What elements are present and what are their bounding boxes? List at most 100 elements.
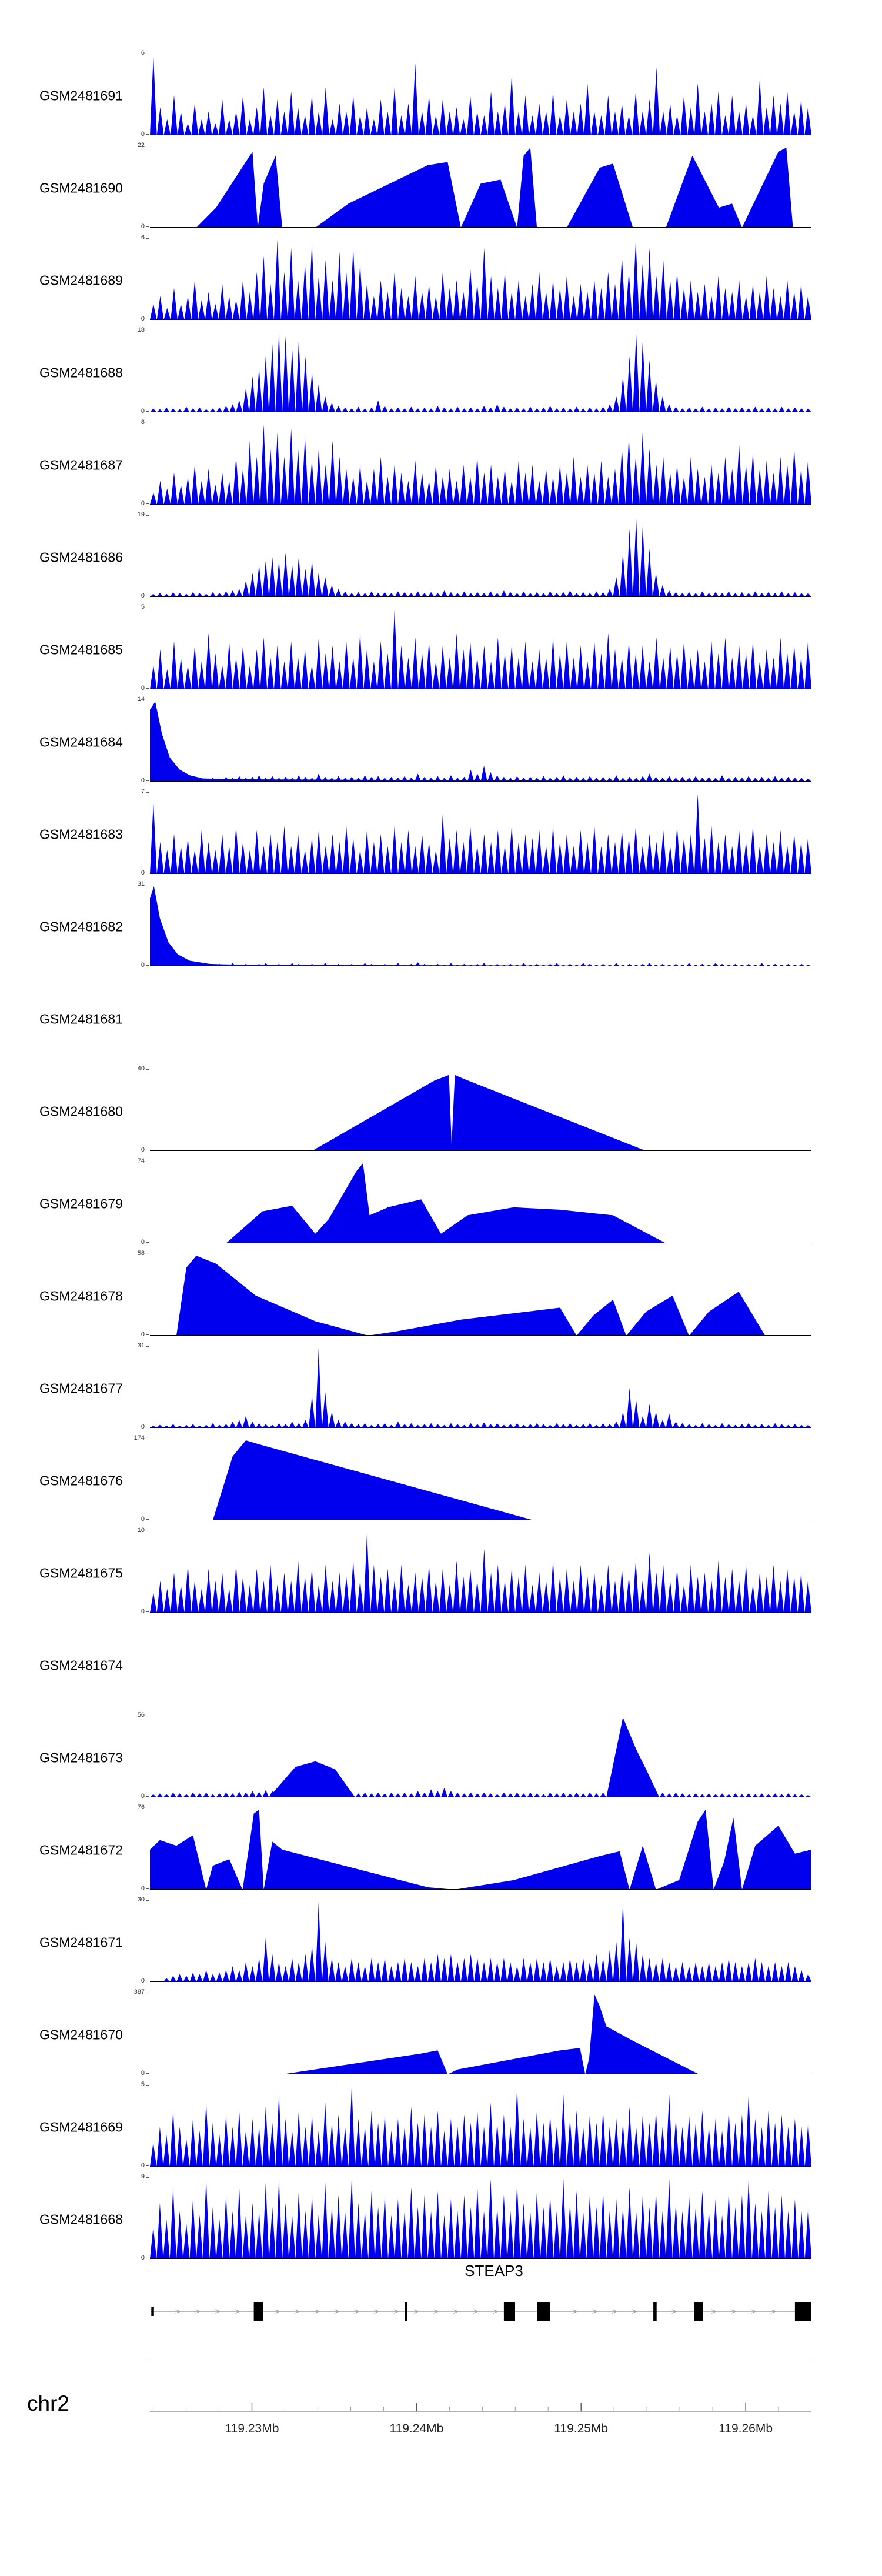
y-axis-zero-label: 0 bbox=[141, 1608, 145, 1615]
coverage-plot bbox=[150, 2087, 811, 2167]
track-label: GSM2481668 bbox=[39, 2211, 123, 2227]
y-axis-tick bbox=[146, 2177, 149, 2178]
exon bbox=[253, 2302, 263, 2321]
strand-arrow-icon: > bbox=[354, 2307, 359, 2317]
track-label: GSM2481675 bbox=[39, 1565, 123, 1580]
coverage-plot bbox=[150, 1075, 811, 1151]
y-axis-tick bbox=[146, 1796, 149, 1797]
strand-arrow-icon: > bbox=[275, 2307, 280, 2317]
coverage-plot bbox=[150, 1440, 811, 1520]
track-row: GSM2481672 76 0 bbox=[0, 1804, 882, 1896]
track-label: GSM2481682 bbox=[39, 919, 123, 934]
strand-arrow-icon: > bbox=[711, 2307, 716, 2317]
track-row: GSM2481686 19 0 bbox=[0, 511, 882, 603]
strand-arrow-icon: > bbox=[473, 2307, 478, 2317]
y-axis-tick bbox=[146, 1069, 149, 1070]
y-axis-max-label: 31 bbox=[137, 880, 145, 887]
coverage-area bbox=[150, 1256, 811, 1336]
y-axis-max-label: 387 bbox=[133, 1988, 145, 1996]
track-row: GSM2481677 31 0 bbox=[0, 1342, 882, 1434]
y-axis-max-label: 31 bbox=[137, 1342, 145, 1349]
y-axis-zero-label: 0 bbox=[141, 408, 145, 415]
strand-arrow-icon: > bbox=[592, 2307, 597, 2317]
track-row: GSM2481683 7 0 bbox=[0, 788, 882, 880]
track-label: GSM2481684 bbox=[39, 734, 123, 749]
y-axis-tick bbox=[146, 503, 149, 504]
y-axis-max-label: 56 bbox=[137, 1711, 145, 1719]
track-label: GSM2481669 bbox=[39, 2119, 123, 2134]
y-axis-max-label: 30 bbox=[137, 1896, 145, 1903]
exon bbox=[794, 2302, 811, 2321]
chromosome-label: chr2 bbox=[27, 2391, 69, 2415]
strand-arrow-icon: > bbox=[334, 2307, 339, 2317]
y-axis-zero-label: 0 bbox=[141, 131, 145, 138]
coverage-plot bbox=[150, 55, 811, 135]
y-axis-zero-label: 0 bbox=[141, 592, 145, 599]
coverage-area bbox=[150, 886, 811, 966]
strand-arrow-icon: > bbox=[433, 2307, 439, 2317]
strand-arrow-icon: > bbox=[572, 2307, 577, 2317]
track-label: GSM2481690 bbox=[39, 180, 123, 195]
y-axis-zero-label: 0 bbox=[141, 1239, 145, 1246]
strand-arrow-icon: > bbox=[493, 2307, 498, 2317]
coverage-plot bbox=[150, 1810, 811, 1890]
y-axis-tick bbox=[146, 238, 149, 239]
track-label: GSM2481676 bbox=[39, 1473, 123, 1488]
exon bbox=[503, 2302, 515, 2321]
track-row: GSM2481669 5 0 bbox=[0, 2081, 882, 2173]
y-axis-max-label: 76 bbox=[137, 1804, 145, 1811]
track-label: GSM2481671 bbox=[39, 1934, 123, 1950]
track-label: GSM2481680 bbox=[39, 1103, 123, 1119]
coverage-area bbox=[150, 1810, 811, 1890]
track-row: GSM2481690 22 0 bbox=[0, 142, 882, 234]
coverage-spikes bbox=[150, 794, 811, 874]
y-axis-zero-label: 0 bbox=[141, 2162, 145, 2169]
coverage-spikes bbox=[150, 2179, 811, 2259]
strand-arrow-icon: > bbox=[413, 2307, 419, 2317]
track-label: GSM2481683 bbox=[39, 826, 123, 842]
y-axis-tick bbox=[146, 780, 149, 781]
coverage-plot bbox=[150, 794, 811, 874]
track-row: GSM2481684 14 0 bbox=[0, 696, 882, 788]
coverage-plot bbox=[150, 1256, 811, 1336]
coverage-plot bbox=[150, 1348, 811, 1428]
track-label: GSM2481673 bbox=[39, 1750, 123, 1765]
coverage-plot bbox=[150, 702, 811, 782]
track-label: GSM2481674 bbox=[39, 1657, 123, 1673]
y-axis-zero-label: 0 bbox=[141, 315, 145, 322]
coverage-area bbox=[150, 702, 811, 782]
track-row: GSM2481673 56 0 bbox=[0, 1711, 882, 1804]
track-row: GSM2481681 bbox=[0, 973, 882, 1065]
y-axis-zero-label: 0 bbox=[141, 500, 145, 507]
y-axis-max-label: 40 bbox=[137, 1065, 145, 1072]
y-axis-zero-label: 0 bbox=[141, 2254, 145, 2261]
track-label: GSM2481681 bbox=[39, 1011, 123, 1026]
y-axis-tick bbox=[146, 2085, 149, 2086]
strand-arrow-icon: > bbox=[195, 2307, 201, 2317]
y-axis-max-label: 14 bbox=[137, 696, 145, 703]
coverage-spikes bbox=[150, 609, 811, 689]
coverage-spikes bbox=[150, 1902, 811, 1982]
y-axis-max-label: 22 bbox=[137, 142, 145, 149]
coverage-plot bbox=[150, 1994, 811, 2074]
coverage-spikes bbox=[150, 1533, 811, 1613]
track-label: GSM2481685 bbox=[39, 642, 123, 657]
track-row: GSM2481671 30 0 bbox=[0, 1896, 882, 1988]
y-axis-zero-label: 0 bbox=[141, 2070, 145, 2077]
y-axis-zero-label: 0 bbox=[141, 1516, 145, 1523]
coverage-area bbox=[150, 1994, 811, 2074]
coverage-spikes bbox=[150, 332, 811, 412]
track-label: GSM2481670 bbox=[39, 2027, 123, 2042]
coverage-plot bbox=[150, 886, 811, 966]
track-row: GSM2481691 6 0 bbox=[0, 49, 882, 142]
strand-arrow-icon: > bbox=[235, 2307, 240, 2317]
y-axis-max-label: 7 bbox=[141, 788, 145, 795]
track-row: GSM2481675 10 0 bbox=[0, 1527, 882, 1619]
strand-arrow-icon: > bbox=[731, 2307, 736, 2317]
y-axis-tick bbox=[146, 688, 149, 689]
y-axis-max-label: 6 bbox=[141, 234, 145, 241]
track-row: GSM2481685 5 0 bbox=[0, 603, 882, 696]
strand-arrow-icon: > bbox=[751, 2307, 756, 2317]
exon bbox=[151, 2307, 154, 2316]
track-row: GSM2481687 8 0 bbox=[0, 419, 882, 511]
